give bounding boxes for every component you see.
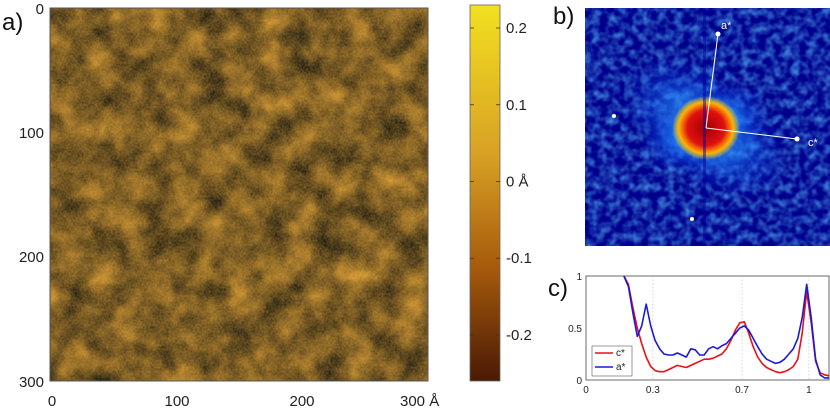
fft-label-a-star: a*	[721, 20, 732, 32]
colorbar-tick-label: 0.1	[506, 97, 527, 114]
stm-frame	[49, 7, 429, 382]
stm-y-tick: 200	[19, 249, 44, 266]
stm-x-tick: 100	[164, 393, 189, 410]
stm-y-tick: 0	[36, 1, 44, 18]
line-plot-x-tick: 0.7	[735, 385, 749, 396]
panel-c-tag: c)	[548, 275, 568, 302]
line-plot-ticks: 0 0.3 0.7 1 1 0.5 0	[568, 272, 812, 396]
colorbar-tick-label: -0.2	[506, 327, 532, 344]
panel-b-tag: b)	[553, 3, 574, 30]
stm-x-tick: 0	[48, 393, 56, 410]
colorbar-tick-label: 0.2	[506, 20, 527, 37]
stm-y-axis: 0 100 200 300	[19, 1, 44, 391]
stm-y-tick: 100	[19, 125, 44, 142]
colorbar-tick-label: -0.1	[506, 250, 532, 267]
line-plot-series	[623, 275, 830, 379]
line-plot-y-tick: 1	[576, 272, 582, 283]
stm-y-tick: 300	[19, 374, 44, 391]
line-plot-x-tick: 0.3	[646, 385, 660, 396]
colorbar-ticks: 0.2 0.1 0 Å -0.1 -0.2	[470, 20, 532, 344]
stm-x-tick: 200	[289, 393, 314, 410]
stm-x-axis: 0 100 200 300 Å	[48, 393, 439, 410]
line-plot-y-tick: 0.5	[568, 324, 582, 335]
legend-label-a-star: a*	[616, 362, 626, 373]
stm-image	[50, 8, 428, 381]
fft-image	[585, 8, 830, 246]
line-plot-y-tick: 0	[576, 376, 582, 387]
legend-label-c-star: c*	[616, 348, 625, 359]
colorbar	[469, 4, 501, 382]
line-plot-x-tick: 1	[806, 385, 812, 396]
series-line-c-star	[623, 275, 830, 377]
line-plot-legend: c* a*	[591, 345, 633, 377]
series-line-a-star	[623, 275, 829, 379]
stm-x-tick: 300 Å	[400, 393, 439, 410]
colorbar-tick-label: 0 Å	[506, 173, 529, 190]
line-plot-x-tick: 0	[583, 385, 589, 396]
fft-label-c-star: c*	[808, 137, 819, 149]
panel-a-tag: a)	[2, 9, 23, 36]
